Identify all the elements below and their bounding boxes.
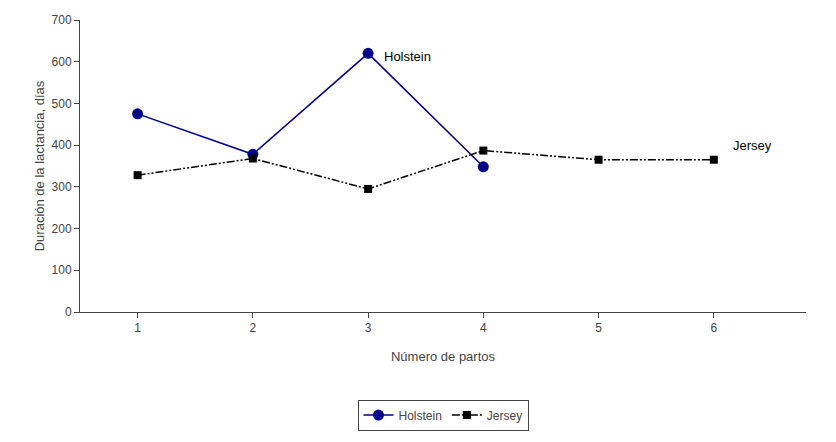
svg-text:5: 5 (595, 321, 602, 335)
svg-text:1: 1 (134, 321, 141, 335)
svg-text:500: 500 (52, 97, 72, 111)
svg-text:200: 200 (52, 222, 72, 236)
svg-text:Holstein: Holstein (399, 409, 442, 423)
svg-text:Jersey: Jersey (733, 138, 772, 153)
svg-text:0: 0 (65, 305, 72, 319)
svg-text:4: 4 (480, 321, 487, 335)
svg-text:700: 700 (52, 13, 72, 27)
svg-text:Holstein: Holstein (384, 49, 431, 64)
svg-text:Duración de la lactancia, días: Duración de la lactancia, días (32, 80, 47, 251)
svg-text:Jersey: Jersey (487, 409, 522, 423)
svg-text:400: 400 (52, 138, 72, 152)
svg-text:100: 100 (52, 263, 72, 277)
svg-text:2: 2 (250, 321, 257, 335)
svg-text:Número de partos: Número de partos (391, 349, 496, 364)
svg-text:300: 300 (52, 180, 72, 194)
svg-text:600: 600 (52, 55, 72, 69)
svg-text:6: 6 (710, 321, 717, 335)
svg-text:3: 3 (365, 321, 372, 335)
